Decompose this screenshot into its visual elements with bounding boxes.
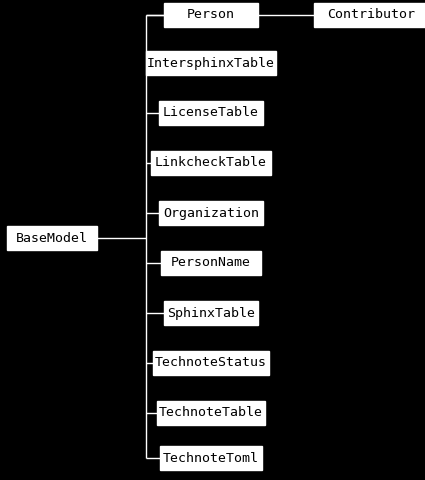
Text: Person: Person: [187, 9, 235, 22]
Text: SphinxTable: SphinxTable: [167, 307, 255, 320]
Text: Organization: Organization: [163, 206, 259, 219]
FancyBboxPatch shape: [161, 251, 261, 275]
FancyBboxPatch shape: [146, 51, 276, 75]
Text: LinkcheckTable: LinkcheckTable: [155, 156, 267, 169]
FancyBboxPatch shape: [164, 3, 258, 27]
FancyBboxPatch shape: [159, 101, 263, 125]
FancyBboxPatch shape: [160, 446, 262, 470]
FancyBboxPatch shape: [164, 301, 258, 325]
Text: IntersphinxTable: IntersphinxTable: [147, 57, 275, 70]
Text: TechnoteToml: TechnoteToml: [163, 452, 259, 465]
FancyBboxPatch shape: [153, 351, 269, 375]
FancyBboxPatch shape: [314, 3, 425, 27]
FancyBboxPatch shape: [159, 201, 263, 225]
Text: TechnoteStatus: TechnoteStatus: [155, 357, 267, 370]
Text: PersonName: PersonName: [171, 256, 251, 269]
Text: LicenseTable: LicenseTable: [163, 107, 259, 120]
FancyBboxPatch shape: [7, 226, 97, 250]
Text: Contributor: Contributor: [327, 9, 415, 22]
FancyBboxPatch shape: [151, 151, 271, 175]
Text: TechnoteTable: TechnoteTable: [159, 407, 263, 420]
Text: BaseModel: BaseModel: [16, 231, 88, 244]
FancyBboxPatch shape: [157, 401, 265, 425]
